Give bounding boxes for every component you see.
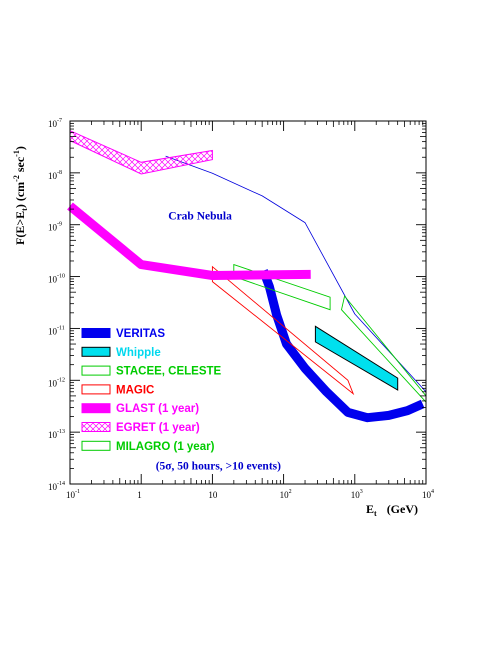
y-tick-base: 10 [48, 378, 58, 388]
whipple-band [314, 325, 399, 391]
y-tick-exp: -9 [57, 222, 62, 228]
legend: VERITAS Whipple STACEE, CELESTE MAGIC GLAST … [81, 328, 222, 453]
x-tick-label: 10 [208, 490, 218, 500]
y-tick-exp: -11 [57, 325, 65, 331]
y-tick-exp: -13 [57, 429, 65, 435]
legend-label-egret-1-year: EGRET (1 year) [116, 422, 200, 434]
y-tick-label: 10-10 [48, 274, 65, 285]
x-tick-exp: 4 [431, 489, 434, 495]
x-tick-label: 103 [351, 489, 363, 500]
y-tick-label: 10-7 [48, 118, 62, 129]
x-tick-label: 102 [280, 489, 292, 500]
x-tick-exp: -1 [75, 489, 80, 495]
axes-layer: 10-1 1 10 102 103 10410-1410-1310-1210-1110-1… [12, 118, 434, 518]
y-tick-base: 10 [48, 326, 58, 336]
legend-swatch-stacee-celeste [81, 365, 111, 376]
observation-note: (5σ, 50 hours, >10 events) [156, 461, 281, 473]
x-tick-base: 10 [422, 490, 432, 500]
annotations: Crab Nebula (5σ, 50 hours, >10 events) [156, 211, 281, 473]
y-tick-label: 10-9 [48, 222, 62, 233]
legend-item-magic: MAGIC [81, 384, 154, 396]
crab-nebula-curve [165, 155, 427, 393]
legend-swatch-veritas [81, 328, 111, 338]
y-label-c: sec [13, 156, 27, 175]
y-label-sup2: -1 [12, 150, 21, 157]
glast-1-year-curve [67, 202, 311, 280]
x-axis-label-sub: t [374, 509, 377, 518]
y-tick-label: 10-8 [48, 170, 62, 181]
crab-nebula-label: Crab Nebula [168, 211, 232, 223]
y-tick-base: 10 [48, 430, 58, 440]
legend-item-veritas: VERITAS [81, 328, 165, 340]
x-tick-label: 1 [137, 490, 142, 500]
legend-label-magic: MAGIC [116, 384, 154, 396]
y-tick-label: 10-13 [48, 429, 65, 440]
legend-item-whipple: Whipple [81, 346, 161, 359]
y-tick-label: 10-11 [48, 325, 65, 336]
legend-label-veritas: VERITAS [116, 328, 165, 340]
x-tick-base: 10 [280, 490, 290, 500]
y-tick-base: 10 [48, 482, 58, 492]
x-tick-base: 10 [66, 490, 76, 500]
egret-1-year-region [69, 129, 213, 175]
x-axis-label-unit: (GeV) [387, 502, 418, 516]
legend-label-milagro-1-year: MILAGRO (1 year) [116, 441, 215, 453]
x-tick-exp: 3 [360, 489, 363, 495]
legend-item-egret-1-year: EGRET (1 year) [81, 422, 200, 434]
legend-item-milagro-1-year: MILAGRO (1 year) [81, 440, 215, 453]
legend-swatch-glast-1-year [81, 403, 111, 414]
x-axis-label-main: E [366, 502, 374, 516]
x-axis-label: Et (GeV) [366, 502, 418, 518]
y-axis-label: F(E>Et) (cm-2 sec-1) [12, 146, 29, 245]
legend-swatch-whipple [81, 346, 111, 357]
legend-label-glast-1-year: GLAST (1 year) [116, 403, 199, 415]
y-tick-base: 10 [48, 171, 58, 181]
y-tick-exp: -7 [57, 118, 62, 124]
legend-item-glast-1-year: GLAST (1 year) [81, 403, 199, 415]
stacee-celeste-region-2 [341, 295, 427, 404]
y-tick-base: 10 [48, 275, 58, 285]
y-label-sub: t [20, 208, 29, 211]
y-tick-base: 10 [48, 119, 58, 129]
x-tick-base: 10 [351, 490, 361, 500]
x-tick-base: 10 [208, 490, 218, 500]
x-tick-base: 1 [137, 490, 142, 500]
y-tick-label: 10-14 [48, 481, 65, 492]
y-tick-exp: -14 [57, 481, 65, 487]
legend-swatch-magic [81, 384, 111, 395]
y-label-sup1: -2 [12, 175, 21, 182]
y-label-d: ) [13, 146, 27, 150]
veritas-curve [259, 269, 425, 423]
plot-frame [69, 120, 427, 485]
legend-swatch-milagro-1-year [81, 440, 111, 451]
x-tick-label: 104 [422, 489, 434, 500]
legend-swatch-egret-1-year [81, 422, 111, 432]
legend-item-stacee-celeste: STACEE, CELESTE [81, 365, 222, 378]
legend-label-whipple: Whipple [116, 347, 161, 359]
legend-label-stacee-celeste: STACEE, CELESTE [116, 366, 222, 378]
x-tick-exp: 2 [289, 489, 292, 495]
y-label-a: F(E>E [13, 211, 27, 245]
y-tick-exp: -12 [57, 377, 65, 383]
y-tick-exp: -8 [57, 170, 62, 176]
x-tick-label: 10-1 [66, 489, 80, 500]
y-label-b: ) (cm [13, 182, 27, 208]
y-tick-exp: -10 [57, 274, 65, 280]
y-tick-base: 10 [48, 223, 58, 233]
y-tick-label: 10-12 [48, 377, 65, 388]
